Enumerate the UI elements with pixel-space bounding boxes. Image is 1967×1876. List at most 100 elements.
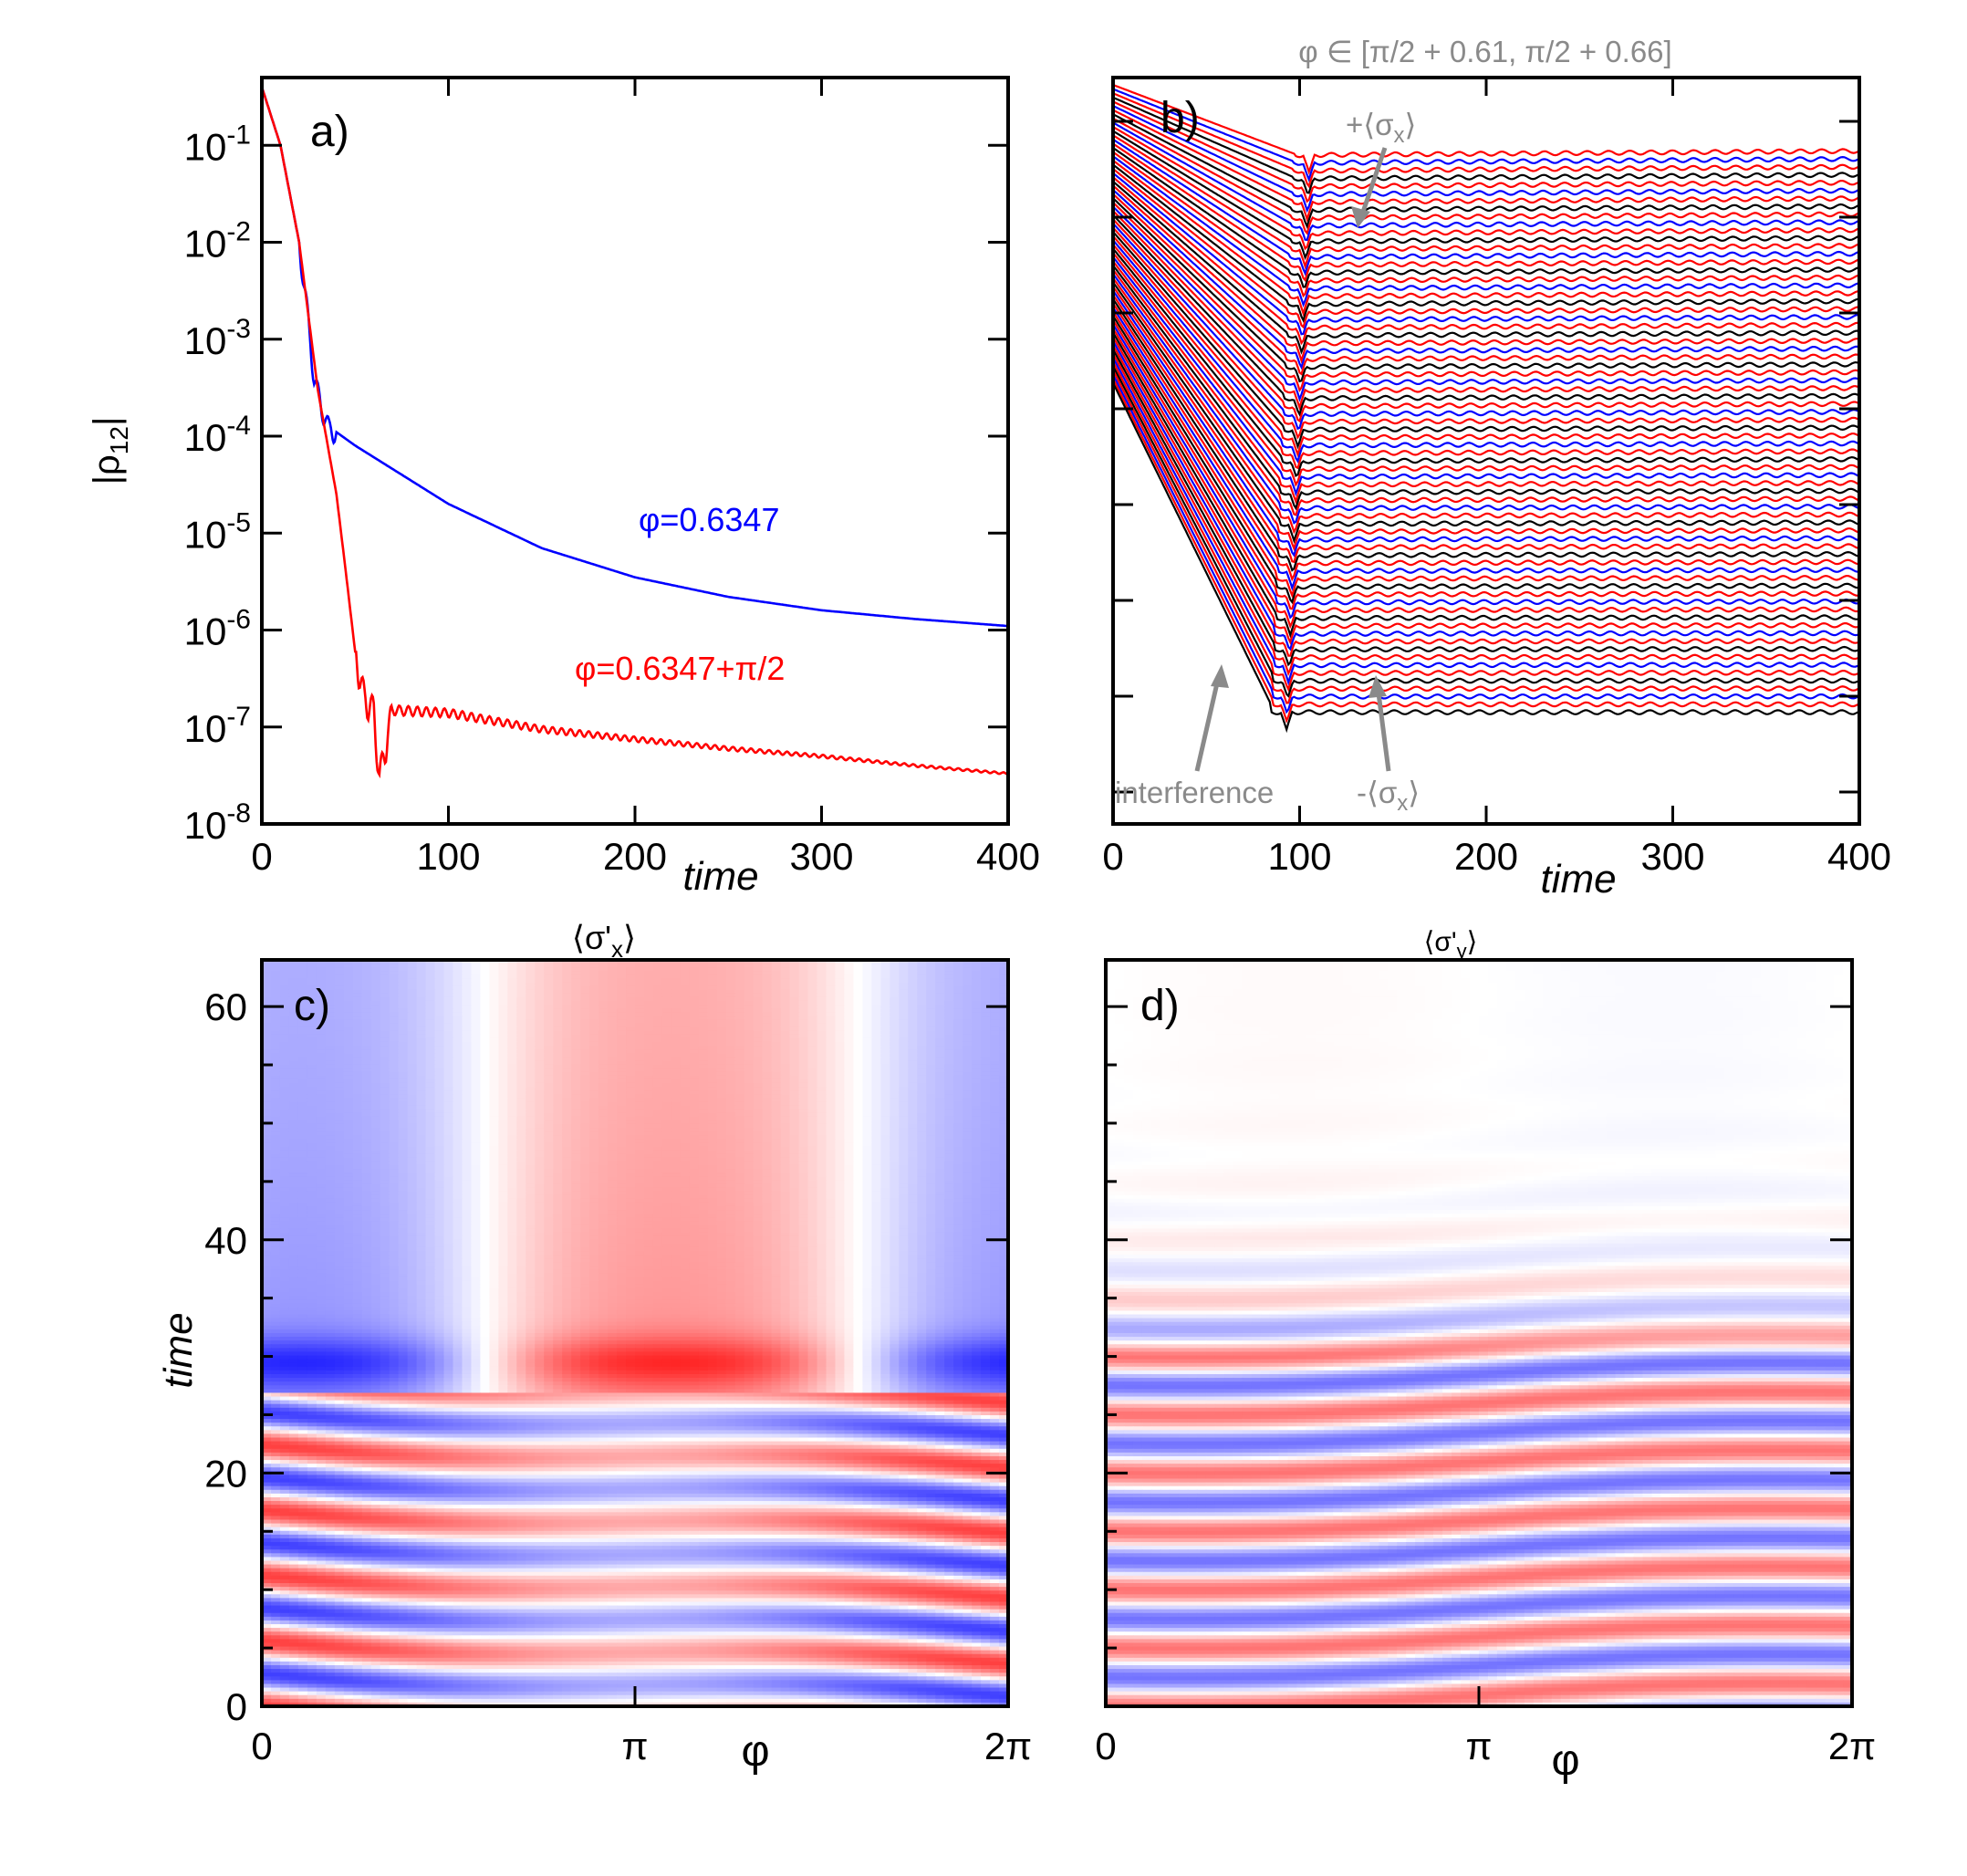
heatmap-cell bbox=[671, 983, 682, 987]
heatmap-cell bbox=[617, 974, 627, 979]
heatmap-cell bbox=[362, 986, 372, 991]
heatmap-cell bbox=[326, 967, 336, 972]
heatmap-cell bbox=[353, 1012, 363, 1016]
heatmap-cell bbox=[516, 1005, 526, 1009]
heatmap-cell bbox=[507, 967, 517, 972]
heatmap-cell bbox=[553, 994, 563, 998]
heatmap-cell bbox=[890, 971, 900, 975]
heatmap-cell bbox=[444, 1001, 454, 1006]
y-tick-label: 10-4 bbox=[184, 411, 251, 459]
heatmap-cell bbox=[662, 990, 672, 995]
heatmap-cell bbox=[790, 967, 800, 972]
heatmap-cell bbox=[489, 994, 499, 998]
heatmap-cell bbox=[708, 974, 718, 979]
heatmap-cell bbox=[808, 967, 818, 972]
heatmap-cell bbox=[289, 964, 299, 968]
heatmap-cell bbox=[908, 1005, 918, 1009]
heatmap-cell bbox=[598, 990, 609, 995]
heatmap-cell bbox=[717, 990, 727, 995]
heatmap-cell bbox=[717, 994, 727, 998]
heatmap-cell bbox=[726, 978, 736, 983]
heatmap-cell bbox=[516, 1001, 526, 1006]
heatmap-cell bbox=[408, 997, 418, 1002]
heatmap-cell bbox=[708, 967, 718, 972]
heatmap-cell bbox=[726, 1005, 736, 1009]
heatmap-cell bbox=[926, 986, 936, 991]
heatmap-cell bbox=[899, 1005, 909, 1009]
heatmap-cell bbox=[380, 967, 390, 972]
heatmap-cell bbox=[317, 974, 327, 979]
heatmap-cell bbox=[935, 978, 945, 983]
heatmap-cell bbox=[507, 1005, 517, 1009]
heatmap-cell bbox=[862, 964, 872, 968]
heatmap-cell bbox=[653, 1012, 663, 1016]
heatmap-cell bbox=[817, 1001, 827, 1006]
heatmap-cell bbox=[781, 974, 791, 979]
heatmap-cell bbox=[544, 971, 554, 975]
heatmap-cell bbox=[708, 964, 718, 968]
heatmap-cell bbox=[671, 990, 682, 995]
panel-a-ylabel: |ρ12| bbox=[87, 417, 133, 485]
heatmap-cell bbox=[471, 994, 481, 998]
heatmap-cell bbox=[690, 997, 700, 1002]
heatmap-cell bbox=[899, 1001, 909, 1006]
heatmap-cell bbox=[362, 974, 372, 979]
heatmap-cell bbox=[353, 971, 363, 975]
heatmap-cell bbox=[871, 986, 881, 991]
heatmap-cell bbox=[763, 967, 773, 972]
heatmap-cell bbox=[862, 971, 872, 975]
heatmap-cell bbox=[781, 964, 791, 968]
heatmap-cell bbox=[871, 994, 881, 998]
heatmap-cell bbox=[844, 1005, 854, 1009]
heatmap-cell bbox=[307, 974, 317, 979]
heatmap-cell bbox=[307, 971, 317, 975]
heatmap-cell bbox=[717, 1005, 727, 1009]
heatmap-cell bbox=[726, 983, 736, 987]
heatmap-cell bbox=[953, 1008, 963, 1013]
heatmap-cell bbox=[608, 994, 618, 998]
heatmap-cell bbox=[271, 967, 281, 972]
heatmap-cell bbox=[507, 1008, 517, 1013]
heatmap-cell bbox=[344, 997, 354, 1002]
heatmap-cell bbox=[480, 1012, 490, 1016]
heatmap-cell bbox=[763, 1001, 773, 1006]
heatmap-cell bbox=[817, 997, 827, 1002]
heatmap-cell bbox=[926, 990, 936, 995]
heatmap-cell bbox=[699, 997, 709, 1002]
heatmap-cell bbox=[580, 990, 590, 995]
heatmap-cell bbox=[462, 964, 472, 968]
panel-c-heatmap bbox=[262, 960, 1009, 1707]
heatmap-cell bbox=[608, 986, 618, 991]
heatmap-cell bbox=[908, 971, 918, 975]
heatmap-cell bbox=[489, 986, 499, 991]
heatmap-cell bbox=[690, 1001, 700, 1006]
heatmap-cell bbox=[853, 994, 863, 998]
heatmap-cell bbox=[871, 978, 881, 983]
heatmap-cell bbox=[271, 1012, 281, 1016]
heatmap-cell bbox=[462, 1001, 472, 1006]
heatmap-cell bbox=[972, 997, 982, 1002]
heatmap-cell bbox=[589, 1012, 599, 1016]
heatmap-cell bbox=[935, 990, 945, 995]
heatmap-cell bbox=[353, 994, 363, 998]
heatmap-cell bbox=[717, 986, 727, 991]
heatmap-cell bbox=[944, 990, 954, 995]
heatmap-cell bbox=[690, 986, 700, 991]
heatmap-cell bbox=[944, 986, 954, 991]
heatmap-cell bbox=[435, 990, 445, 995]
heatmap-cell bbox=[353, 986, 363, 991]
heatmap-cell bbox=[280, 978, 290, 983]
heatmap-cell bbox=[781, 997, 791, 1002]
heatmap-cell bbox=[880, 983, 890, 987]
heatmap-cell bbox=[835, 1005, 845, 1009]
heatmap-cell bbox=[371, 990, 381, 995]
heatmap-cell bbox=[453, 997, 463, 1002]
heatmap-cell bbox=[516, 1012, 526, 1016]
heatmap-cell bbox=[781, 1012, 791, 1016]
heatmap-cell bbox=[690, 1008, 700, 1013]
heatmap-cell bbox=[498, 1005, 508, 1009]
heatmap-cell bbox=[598, 1012, 609, 1016]
heatmap-cell bbox=[344, 1005, 354, 1009]
heatmap-cell bbox=[808, 974, 818, 979]
heatmap-cell bbox=[826, 978, 836, 983]
